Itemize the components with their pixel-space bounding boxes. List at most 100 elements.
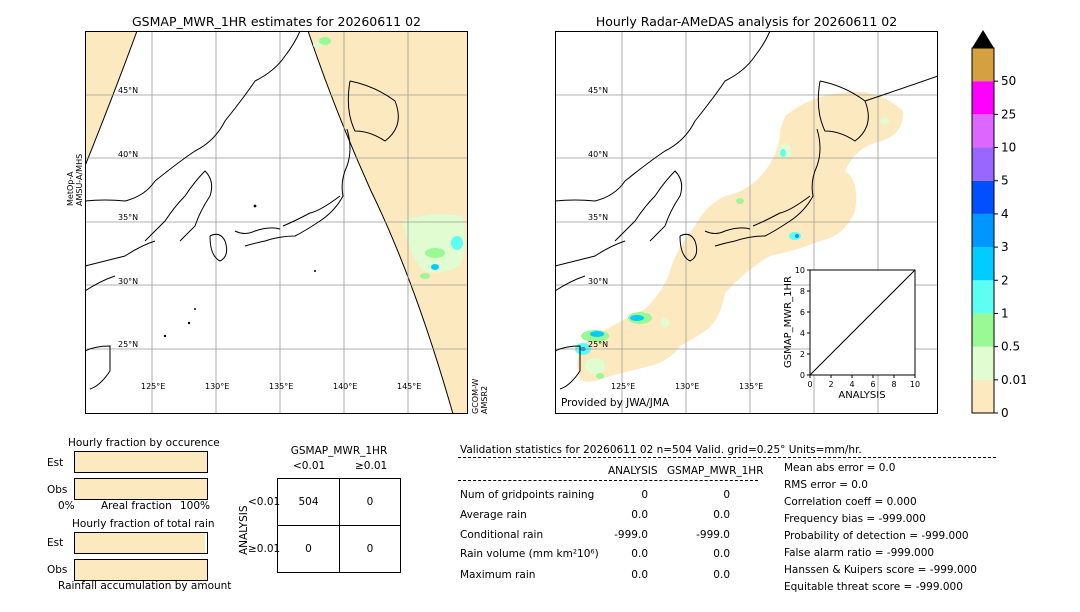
colorbar-segment xyxy=(972,147,994,181)
colorbar-segment xyxy=(972,280,994,314)
occurrence-obs-bar xyxy=(74,478,208,500)
left-map-title: GSMAP_MWR_1HR estimates for 20260611 02 xyxy=(132,14,421,29)
stat-row-gsmap: 0.0 xyxy=(713,548,730,560)
inset-scatter-plot: 0 2 4 6 8 10 0 2 4 6 8 10 ANALYSIS GSMAP_MWR_1HR xyxy=(783,266,920,401)
left-sensor-label-2: AMSU-A/MHS xyxy=(75,153,84,206)
left-swath-east xyxy=(307,31,468,414)
validation-col-analysis: ANALYSIS xyxy=(608,465,658,477)
stat-row-gsmap: -999.0 xyxy=(696,529,730,541)
colorbar: 0 0.01 0.5 1 2 3 4 5 10 25 50 xyxy=(971,30,1026,418)
score-line: Equitable threat score = -999.000 xyxy=(784,581,963,593)
total-rain-xlabel: Rainfall accumulation by amount xyxy=(58,580,232,592)
colorbar-segment xyxy=(972,379,994,413)
stat-row-label: Rain volume (mm km²10⁶) xyxy=(460,548,599,560)
right-map-title: Hourly Radar-AMeDAS analysis for 2026061… xyxy=(595,14,898,29)
total-rain-obs-label: Obs xyxy=(47,564,68,576)
left-lon-label: 135°E xyxy=(269,382,294,391)
scatter-x-tick-label: 8 xyxy=(891,380,896,389)
scatter-y-tick-label: 2 xyxy=(800,350,805,359)
colorbar-label: 5 xyxy=(1001,174,1009,188)
left-map-frame xyxy=(85,31,468,414)
left-coastlines xyxy=(85,31,399,390)
occurrence-title: Hourly fraction by occurence xyxy=(68,437,220,449)
colorbar-segment xyxy=(972,48,994,82)
contingency-cell: 0 xyxy=(305,543,312,555)
stat-row-analysis: -999.0 xyxy=(614,529,648,541)
occurrence-x-tick-right: 100% xyxy=(180,500,211,512)
contingency-cell: 0 xyxy=(366,496,374,508)
left-sensor-label-1: MetOp-A xyxy=(66,171,75,206)
stat-row-gsmap: 0.0 xyxy=(713,569,730,581)
left-lat-label: 25°N xyxy=(118,340,139,349)
occurrence-obs-label: Obs xyxy=(47,484,68,496)
colorbar-segment xyxy=(972,81,994,115)
colorbar-label: 25 xyxy=(1001,107,1016,121)
right-lat-label: 35°N xyxy=(588,213,609,222)
score-line: Correlation coeff = 0.000 xyxy=(784,496,917,508)
scatter-x-tick-label: 2 xyxy=(828,380,833,389)
score-line: Frequency bias = -999.000 xyxy=(784,513,926,525)
right-sensor-label-1: GCOM-W xyxy=(471,378,480,414)
contingency-col-header: ≥0.01 xyxy=(355,460,388,472)
scatter-ylabel: GSMAP_MWR_1HR xyxy=(783,276,794,368)
scatter-x-tick-label: 10 xyxy=(910,380,920,389)
scatter-x-tick-label: 4 xyxy=(849,380,854,389)
left-map xyxy=(85,31,468,414)
scatter-y-tick-label: 8 xyxy=(800,287,805,296)
right-lat-label: 30°N xyxy=(588,277,609,286)
left-lon-label: 140°E xyxy=(333,382,358,391)
right-sensor-label-2: AMSR2 xyxy=(480,385,489,414)
right-lat-label: 25°N xyxy=(588,340,609,349)
occurrence-est-label: Est xyxy=(47,457,64,469)
right-lat-label: 45°N xyxy=(588,86,609,95)
total-rain-obs-bar xyxy=(74,559,208,581)
colorbar-frame xyxy=(971,47,995,414)
contingency-row-header: <0.01 xyxy=(248,496,281,508)
left-lat-label: 30°N xyxy=(118,277,139,286)
stat-row-analysis: 0.0 xyxy=(631,509,648,521)
occurrence-x-tick-left: 0% xyxy=(58,500,75,512)
colorbar-label: 10 xyxy=(1001,141,1016,155)
stat-row-analysis: 0.0 xyxy=(631,548,648,560)
colorbar-label: 1 xyxy=(1001,306,1009,320)
right-lat-label: 40°N xyxy=(588,150,609,159)
colorbar-segment xyxy=(972,114,994,148)
scatter-y-tick-label: 10 xyxy=(795,266,805,275)
validation-col-gsmap: GSMAP_MWR_1HR xyxy=(667,465,764,477)
contingency-row-header: ≥0.01 xyxy=(248,543,281,555)
contingency-cell: 504 xyxy=(298,496,319,508)
left-lat-label: 35°N xyxy=(118,213,139,222)
colorbar-segment xyxy=(972,346,994,380)
left-lon-label: 130°E xyxy=(205,382,230,391)
score-line: Hanssen & Kuipers score = -999.000 xyxy=(784,564,977,576)
stat-row-analysis: 0 xyxy=(641,489,648,501)
right-lon-label: 130°E xyxy=(675,382,700,391)
colorbar-label: 0.01 xyxy=(1001,373,1026,387)
left-rain-patches xyxy=(313,37,465,279)
left-gridlines xyxy=(85,31,468,414)
validation-header-rule xyxy=(458,457,996,458)
scatter-xlabel: ANALYSIS xyxy=(838,390,885,401)
reference-diagonal-line xyxy=(809,269,916,376)
occurrence-xlabel: Areal fraction xyxy=(101,500,172,512)
scatter-x-tick-label: 0 xyxy=(807,380,812,389)
score-line: Probability of detection = -999.000 xyxy=(784,530,969,542)
total-rain-title: Hourly fraction of total rain xyxy=(72,518,215,530)
scatter-y-tick-label: 4 xyxy=(800,329,805,338)
right-lon-label: 135°E xyxy=(739,382,764,391)
score-line: False alarm ratio = -999.000 xyxy=(784,547,935,559)
scatter-y-tick-label: 0 xyxy=(800,371,805,380)
colorbar-label: 3 xyxy=(1001,240,1009,254)
left-lon-label: 125°E xyxy=(141,382,166,391)
colorbar-extend-arrow xyxy=(972,30,994,48)
right-gridlines xyxy=(555,31,938,414)
stat-row-gsmap: 0.0 xyxy=(713,509,730,521)
left-lat-label: 40°N xyxy=(118,150,139,159)
contingency-table: 504 0 0 0 xyxy=(277,478,401,573)
contingency-cell: 0 xyxy=(366,543,374,555)
stat-row-label: Maximum rain xyxy=(460,569,536,581)
right-map-frame xyxy=(555,31,938,414)
contingency-title: GSMAP_MWR_1HR xyxy=(290,445,388,457)
radar-coverage xyxy=(577,91,904,382)
score-line: RMS error = 0.0 xyxy=(784,479,868,491)
